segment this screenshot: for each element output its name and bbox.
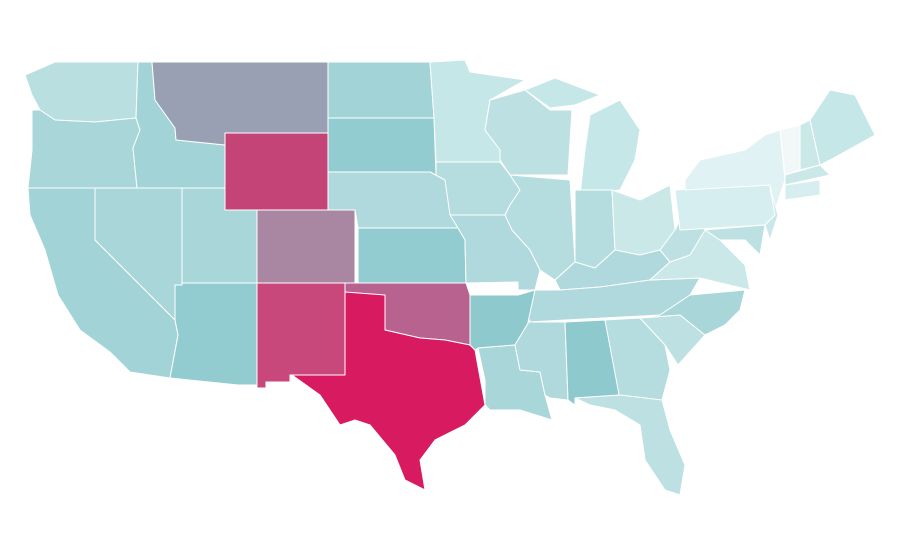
state-region bbox=[784, 179, 821, 201]
state-region bbox=[484, 89, 573, 176]
state-region bbox=[674, 184, 776, 231]
state-region bbox=[256, 282, 346, 389]
state-region bbox=[504, 174, 576, 281]
state-region bbox=[764, 187, 779, 241]
state-region bbox=[809, 89, 876, 166]
state-region bbox=[357, 227, 467, 284]
state-region bbox=[784, 164, 831, 186]
state-region bbox=[704, 224, 766, 256]
state-region bbox=[256, 209, 356, 284]
state-region bbox=[524, 77, 601, 109]
state-region bbox=[224, 132, 329, 211]
state-region bbox=[639, 289, 746, 336]
state-region bbox=[27, 109, 141, 189]
state-region bbox=[327, 117, 437, 176]
state-region bbox=[291, 291, 486, 491]
state-region bbox=[169, 282, 258, 386]
state-region bbox=[327, 61, 435, 119]
state-region bbox=[579, 99, 641, 196]
state-region bbox=[574, 394, 686, 496]
